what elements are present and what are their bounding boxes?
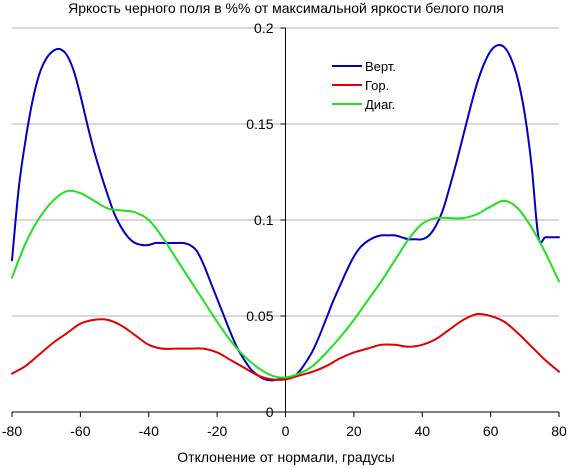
series-line-3 xyxy=(11,189,560,379)
x-tick-label: 20 xyxy=(346,423,362,439)
x-tick-label: 80 xyxy=(551,423,567,439)
y-tick-label: 0.2 xyxy=(254,20,274,36)
y-tick-label: 0.05 xyxy=(246,308,273,324)
x-tick-label: -80 xyxy=(2,423,22,439)
x-axis-label: Отклонение от нормали, градусы xyxy=(177,449,394,465)
x-tick-label: 0 xyxy=(282,423,290,439)
y-tick-label: 0 xyxy=(266,404,274,420)
legend: Верт. Гор. Диаг. xyxy=(332,59,396,112)
x-tick-label: -40 xyxy=(139,423,159,439)
series-line-2 xyxy=(11,312,560,381)
x-tick-label: -60 xyxy=(70,423,90,439)
x-tick-label: 60 xyxy=(483,423,499,439)
legend-label: Верт. xyxy=(365,59,396,74)
chart-title: Яркость черного поля в %% от максимально… xyxy=(68,0,504,16)
x-tick-label: 40 xyxy=(414,423,430,439)
legend-label: Диаг. xyxy=(365,97,395,112)
y-tick-label: 0.15 xyxy=(246,116,273,132)
axes xyxy=(11,27,560,417)
y-tick-label: 0.1 xyxy=(254,212,274,228)
legend-label: Гор. xyxy=(365,78,389,93)
x-tick-label: -20 xyxy=(207,423,227,439)
series-lines xyxy=(11,43,560,382)
tick-labels: -80 -60 -40 -20 0 20 40 60 80 0 0.05 0.1 0.15 0.2 xyxy=(2,20,567,439)
